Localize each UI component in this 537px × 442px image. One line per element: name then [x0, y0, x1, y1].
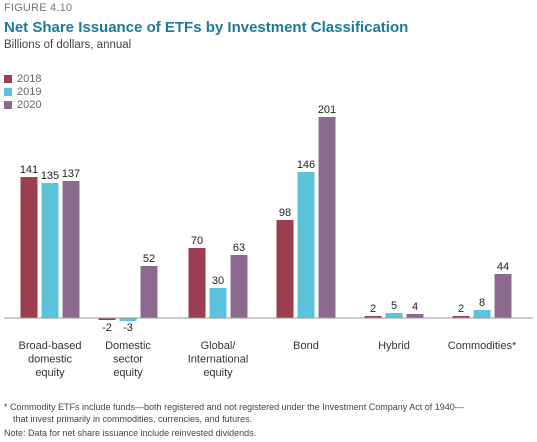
data-label-2019-1: -3 [123, 322, 133, 334]
category-label-0-1: domestic [28, 354, 73, 366]
data-label-2018-1: -2 [102, 322, 112, 334]
data-label-2018-4: 2 [370, 303, 376, 315]
bar-2019-5 [473, 310, 491, 318]
data-label-2018-0: 141 [20, 164, 38, 176]
bar-2018-1 [98, 318, 116, 320]
legend-item-2020: 2020 [4, 98, 41, 111]
chart-title: Net Share Issuance of ETFs by Investment… [4, 19, 409, 36]
bar-2018-0 [20, 177, 38, 318]
bar-2018-4 [364, 316, 382, 318]
footnotes: * Commodity ETFs include funds—both regi… [4, 402, 534, 440]
chart-subtitle: Billions of dollars, annual [4, 39, 132, 51]
legend-item-2018: 2018 [4, 72, 41, 85]
bar-2018-3 [276, 220, 294, 318]
footnote-line-2: that invest primarily in commodities, cu… [13, 413, 253, 424]
data-label-2018-3: 98 [279, 207, 291, 219]
footnote-line-1: * Commodity ETFs include funds—both regi… [4, 402, 464, 412]
category-label-1-2: equity [113, 367, 143, 379]
category-label-5-0: Commodities* [448, 340, 517, 352]
figure-label: FIGURE 4.10 [4, 2, 73, 14]
bar-2020-5 [494, 274, 512, 318]
bar-2020-3 [318, 117, 336, 318]
data-label-2020-1: 52 [143, 253, 155, 265]
note-text: Note: Data for net share issuance includ… [4, 428, 257, 438]
data-label-2019-3: 146 [297, 159, 315, 171]
bar-2019-1 [119, 318, 137, 321]
legend-label-2020: 2020 [17, 98, 42, 111]
data-label-2019-0: 135 [41, 170, 59, 182]
category-label-2-0: Global/ [201, 340, 237, 352]
bar-2020-2 [230, 255, 248, 318]
data-label-2020-0: 137 [62, 168, 80, 180]
bar-2018-5 [452, 316, 470, 318]
bar-2018-2 [188, 248, 206, 318]
legend-item-2019: 2019 [4, 85, 41, 98]
category-label-4-0: Hybrid [378, 340, 410, 352]
data-label-2018-5: 2 [458, 303, 464, 315]
data-label-2020-5: 44 [497, 261, 509, 273]
data-label-2018-2: 70 [191, 235, 203, 247]
legend-swatch-2018 [4, 74, 12, 83]
category-label-2-2: equity [203, 367, 233, 379]
category-label-2-1: International [188, 354, 249, 366]
bar-2020-0 [62, 181, 80, 318]
category-label-1-1: sector [113, 354, 143, 366]
category-label-0-2: equity [35, 367, 65, 379]
bar-2019-3 [297, 172, 315, 318]
legend-label-2018: 2018 [17, 72, 42, 85]
legend-label-2019: 2019 [17, 85, 42, 98]
bar-2020-4 [406, 314, 424, 318]
bar-2020-1 [140, 266, 158, 318]
bar-2019-4 [385, 313, 403, 318]
bar-2019-2 [209, 288, 227, 318]
data-label-2019-4: 5 [391, 300, 397, 312]
data-label-2020-4: 4 [412, 301, 418, 313]
legend-swatch-2020 [4, 100, 12, 109]
category-label-1-0: Domestic [105, 340, 151, 352]
data-label-2019-2: 30 [212, 275, 224, 287]
bar-2019-0 [41, 183, 59, 318]
category-label-3-0: Bond [293, 340, 319, 352]
legend: 2018 2019 2020 [4, 72, 41, 111]
category-label-0-0: Broad-based [19, 340, 82, 352]
data-label-2019-5: 8 [479, 297, 485, 309]
data-label-2020-2: 63 [233, 242, 245, 254]
legend-swatch-2019 [4, 87, 12, 96]
data-label-2020-3: 201 [318, 104, 336, 116]
